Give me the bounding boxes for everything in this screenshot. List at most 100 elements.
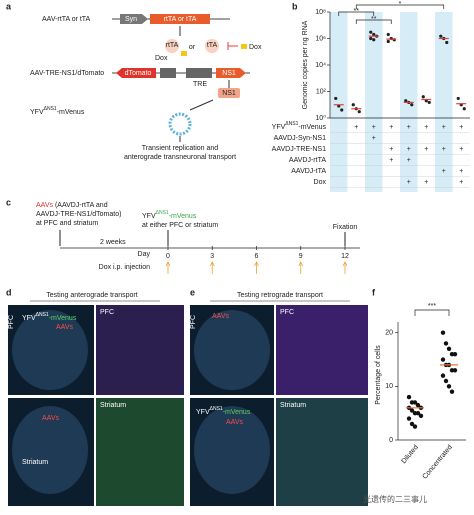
sig-label: * [399, 1, 402, 8]
arrow [189, 99, 214, 111]
row-mark: + [424, 179, 428, 186]
data-point [462, 107, 466, 111]
row-mark: + [424, 124, 428, 131]
data-point [443, 341, 449, 346]
data-point [421, 95, 425, 99]
sig-bracket [355, 19, 392, 24]
row-mark: + [407, 179, 411, 186]
column-shade [435, 12, 453, 192]
column-shade [365, 12, 383, 192]
virus-label: at either PFC or striatum [142, 222, 218, 229]
promoter [160, 68, 212, 78]
aav-label: AAVs (AAVDJ-rtTA and [36, 202, 108, 209]
data-point [340, 108, 344, 112]
construct-name: AAV-TRE-NS1/dTomato [30, 70, 104, 77]
data-point [409, 408, 415, 413]
data-point [406, 416, 412, 421]
y-tick-label: 20 [385, 330, 393, 337]
row-mark: + [372, 135, 376, 142]
micrograph [96, 305, 184, 395]
micrograph [96, 398, 184, 506]
panel-title: Testing anterograde transport [46, 292, 137, 299]
data-point [386, 32, 390, 37]
dox-arrow [165, 261, 171, 274]
dox-label: Dox [249, 44, 262, 51]
aav-label: AAVs [56, 324, 73, 331]
outcome: anterograde transneuronal transport [124, 154, 236, 161]
data-point [406, 394, 412, 400]
row-mark: + [389, 157, 393, 164]
data-point [334, 96, 338, 101]
gene-label: NS1 [222, 70, 236, 77]
row-label: AAVDJ-tTA [291, 168, 326, 175]
data-point [418, 413, 424, 419]
dox-arrow [209, 261, 215, 274]
y-tick-label: 10⁶ [315, 35, 326, 42]
data-point [446, 384, 452, 389]
sig-bracket [355, 4, 445, 9]
region-label: PFC [8, 315, 15, 329]
gene-box [216, 68, 246, 78]
y-tick-label: 0 [389, 437, 393, 444]
y-axis-label: Genomic copies per ng RNA [302, 20, 309, 109]
data-point [404, 99, 408, 103]
day-label: 3 [210, 253, 214, 260]
data-point [415, 410, 421, 416]
region-label: Striatum [280, 402, 306, 409]
region-label: PFC [100, 309, 114, 316]
gene-label: rtTA or tTA [164, 16, 197, 23]
data-point [351, 103, 355, 107]
panel-e: e Testing retrograde transport PFC AAVs … [190, 287, 368, 506]
region-label: PFC [190, 315, 197, 329]
data-point [443, 378, 449, 384]
region-label: Striatum [100, 402, 126, 409]
panel-f: f Percentage of cells 0 10 20 Diluted Concen… [372, 287, 466, 481]
data-point [440, 357, 446, 362]
data-point [439, 34, 443, 38]
sig-label: ** [354, 8, 360, 15]
protein-label: tTA [207, 42, 218, 49]
y-tick-label: 10⁸ [315, 9, 326, 16]
data-point [427, 100, 431, 105]
protein-label: NS1 [222, 90, 236, 97]
sig-label: ** [371, 16, 377, 23]
data-point [410, 103, 414, 107]
y-tick-label: 10² [316, 88, 327, 95]
panel-d: d Testing anterograde transport PFC YFVΔ… [6, 287, 184, 506]
brain-section [12, 310, 88, 390]
protein-label: rtTA [166, 42, 179, 49]
protein [205, 39, 219, 53]
dox-label: Dox i.p. injection [99, 264, 150, 271]
row-mark: + [442, 124, 446, 131]
interval: 2 weeks [100, 239, 126, 246]
virus-label: YFVΔNS1-mVenus [22, 312, 77, 322]
construct-name: AAV-rtTA or tTA [42, 16, 91, 23]
data-point [452, 351, 458, 357]
data-point [409, 421, 415, 427]
construct-name: YFVΔNS1-mVenus [30, 106, 85, 116]
day-label: 9 [299, 253, 303, 260]
panel-label: d [6, 287, 12, 297]
row-mark: + [442, 168, 446, 175]
brain-section [194, 310, 270, 390]
data-point [386, 39, 390, 44]
protein [218, 88, 240, 98]
promoter-label: TRE [193, 81, 207, 88]
promoter [120, 14, 148, 24]
region-label: Striatum [22, 459, 48, 466]
panel-a: a AAV-rtTA or tTA Syn rtTA or tTA rtTA o… [6, 1, 262, 160]
data-point [440, 330, 446, 335]
row-mark: + [459, 146, 463, 153]
row-mark: + [372, 124, 376, 131]
row-mark: + [424, 146, 428, 153]
aav-label: AAVDJ-TRE-NS1/dTomato) [36, 211, 121, 218]
panel-label: a [6, 1, 12, 11]
data-point [456, 96, 460, 101]
column-shade [330, 12, 348, 192]
virus-icon [168, 112, 192, 136]
panel-label: e [190, 287, 195, 297]
dox-arrow [342, 261, 348, 274]
data-point [357, 110, 361, 114]
data-point [372, 38, 376, 42]
micrograph [276, 305, 368, 395]
